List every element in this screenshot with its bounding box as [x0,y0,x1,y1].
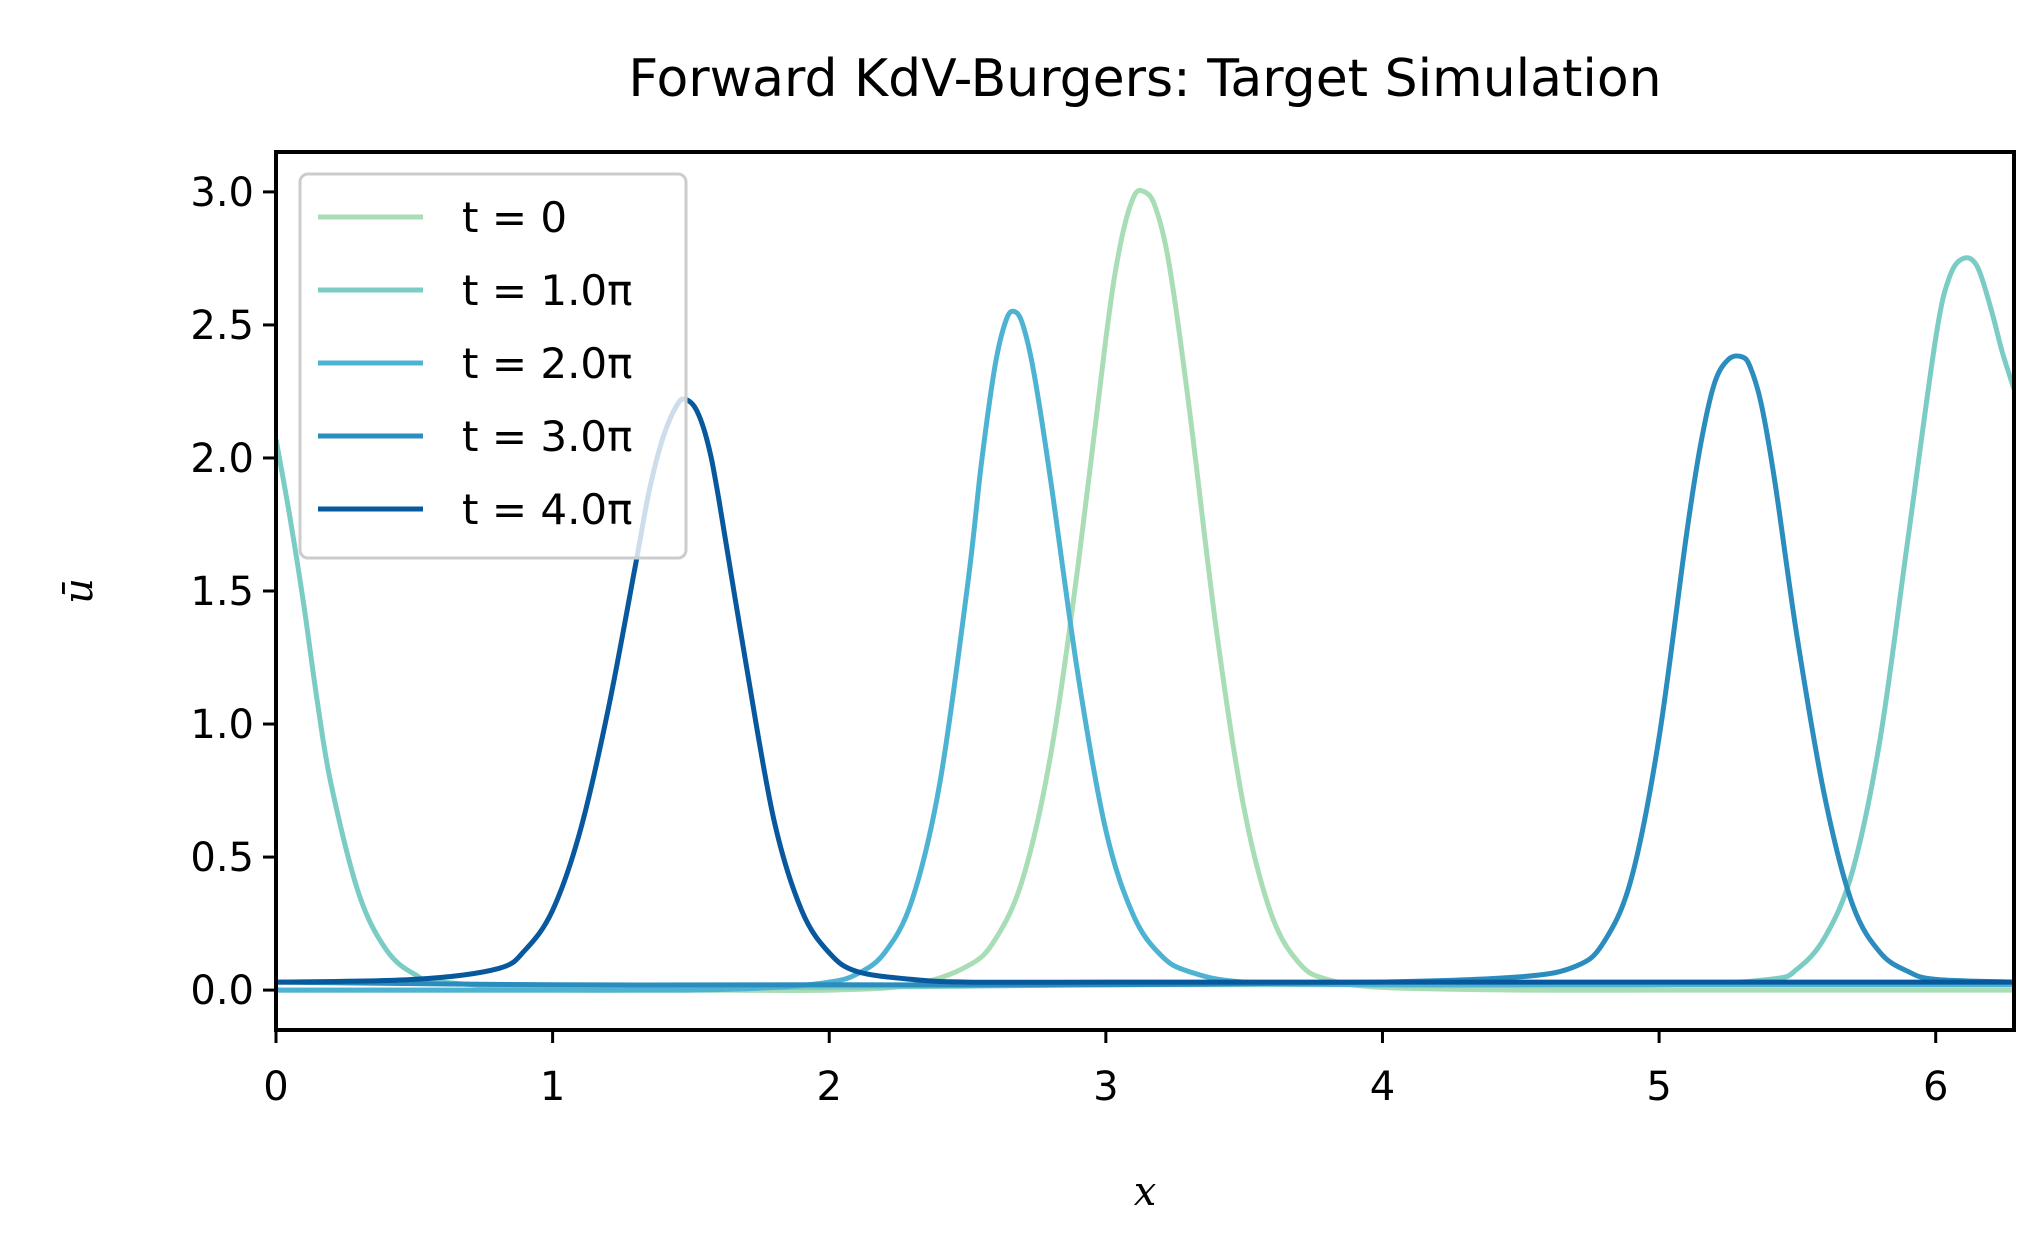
x-tick-label: 5 [1646,1064,1671,1110]
x-axis-ticks: 0 1 2 3 4 5 6 [263,1030,1948,1110]
y-tick-label: 1.5 [190,569,254,615]
x-tick-label: 6 [1923,1064,1948,1110]
chart-title: Forward KdV-Burgers: Target Simulation [628,49,1661,109]
y-tick-label: 3.0 [190,170,254,216]
legend-label-3: t = 3.0π [462,412,632,461]
x-tick-label: 4 [1370,1064,1395,1110]
x-tick-label: 0 [263,1064,288,1110]
x-tick-label: 1 [540,1064,565,1110]
series-line-4 [276,396,2014,985]
y-tick-label: 0.0 [190,968,254,1014]
x-tick-label: 3 [1093,1064,1118,1110]
legend-box [298,172,688,560]
y-tick-label: 2.5 [190,303,254,349]
series-layer [276,187,2014,993]
series-line-3 [276,353,2014,988]
legend: t = 0 t = 1.0π t = 2.0π t = 3.0π t = 4.0π [298,172,688,560]
y-tick-label: 2.0 [190,436,254,482]
x-tick-label: 2 [817,1064,842,1110]
legend-label-4: t = 4.0π [462,485,632,534]
y-tick-label: 0.5 [190,835,254,881]
legend-label-0: t = 0 [462,193,567,242]
y-tick-label: 1.0 [190,702,254,748]
y-axis-ticks: 0.0 0.5 1.0 1.5 2.0 2.5 3.0 [190,170,276,1014]
legend-label-1: t = 1.0π [462,266,632,315]
y-axis-label: ū [56,578,102,604]
x-axis-label: x [1134,1169,1157,1215]
legend-label-2: t = 2.0π [462,339,632,388]
